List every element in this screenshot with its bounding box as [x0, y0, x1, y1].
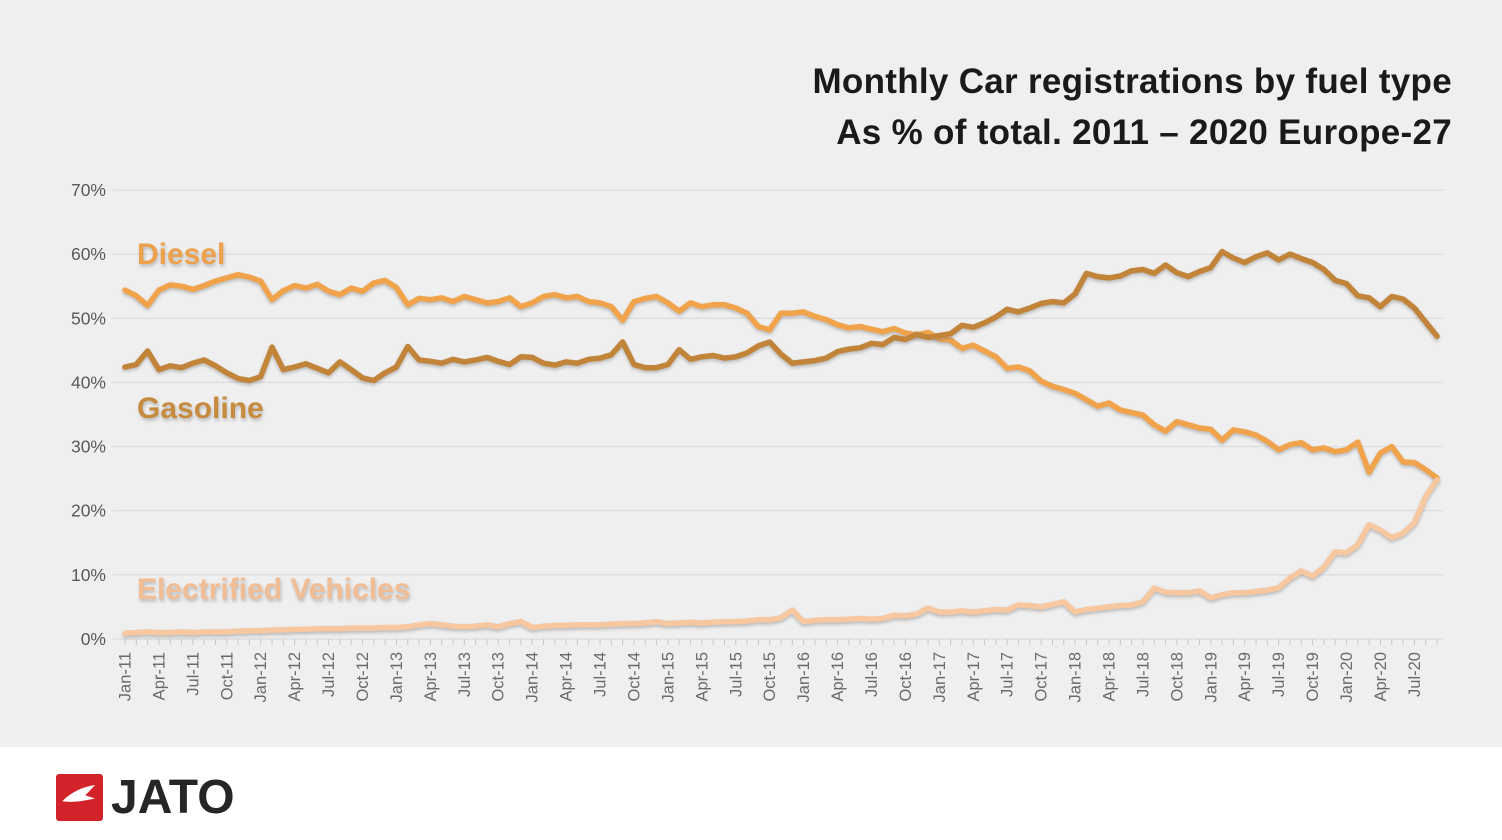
x-axis-tick-label: Jan-16	[795, 652, 813, 702]
x-axis-tick-label: Jan-12	[252, 652, 270, 702]
x-axis-tick-label: Jul-16	[863, 652, 881, 697]
diesel-series-label: Diesel	[137, 238, 226, 271]
x-axis-tick-label: Oct-13	[490, 652, 508, 702]
y-axis-tick-label: 0%	[81, 629, 106, 649]
electrified-vehicles-line	[122, 477, 1440, 636]
x-axis-tick-label: Jul-14	[592, 652, 610, 697]
x-axis-tick-label: Oct-11	[218, 652, 236, 700]
x-axis-tick-label: Apr-12	[286, 652, 304, 702]
x-axis-tick-label: Apr-18	[1101, 652, 1119, 702]
x-axis-tick-label: Jan-15	[659, 652, 677, 702]
x-axis-tick-label: Apr-13	[422, 652, 440, 702]
x-axis-tick-label: Jan-17	[931, 652, 949, 702]
x-axis-tick-label: Apr-19	[1236, 652, 1254, 702]
fuel-share-line-chart: 0% 10% 20% 30% 40% 50% 60% 70% Jan-11 Apr-11 Jul-1…	[71, 180, 1443, 702]
x-axis-tick-label: Oct-19	[1304, 652, 1322, 702]
x-axis-tick-label: Jul-15	[727, 652, 745, 697]
x-axis-tick-label: Apr-15	[693, 652, 711, 702]
electrified-vehicles-series-label: Electrified Vehicles	[137, 573, 411, 606]
chart-title: Monthly Car registrations by fuel type A…	[352, 56, 1452, 159]
y-axis-tick-label: 10%	[71, 565, 106, 585]
x-axis-tick-label: Jan-20	[1338, 652, 1356, 702]
x-axis-tick-label: Oct-18	[1168, 652, 1186, 702]
x-axis-tick-label: Jul-13	[456, 652, 474, 697]
y-axis-tick-label: 20%	[71, 501, 106, 521]
x-axis-tick-label: Jan-18	[1067, 652, 1085, 702]
x-axis-tick-label: Jan-11	[117, 652, 135, 701]
x-axis-tick-label: Oct-17	[1033, 652, 1051, 702]
y-axis-tick-label: 40%	[71, 372, 106, 392]
y-axis-tick-label: 70%	[71, 180, 106, 200]
gasoline-series-label: Gasoline	[137, 392, 264, 425]
y-axis-tick-label: 50%	[71, 308, 106, 328]
x-axis-tick-label: Jul-18	[1134, 652, 1152, 697]
jato-logo: JATO	[56, 770, 235, 825]
y-axis-tick-label: 30%	[71, 437, 106, 457]
x-axis-tick-label: Oct-14	[625, 652, 643, 702]
x-axis-tick-label: Oct-16	[897, 652, 915, 702]
chart-title-line1: Monthly Car registrations by fuel type	[812, 62, 1452, 101]
x-axis-tick-label: Oct-15	[761, 652, 779, 702]
y-axis-tick-label: 60%	[71, 244, 106, 264]
gasoline-line	[122, 248, 1440, 384]
x-axis-tick-label: Apr-20	[1372, 652, 1390, 702]
diesel-line	[122, 271, 1440, 481]
chart-title-line2: As % of total. 2011 – 2020 Europe-27	[836, 113, 1452, 153]
x-axis-tick-label: Apr-14	[558, 652, 576, 702]
jato-swoosh-icon	[56, 774, 103, 821]
x-axis-tick-label: Jul-19	[1270, 652, 1288, 697]
x-axis-tick-label: Jan-19	[1202, 652, 1220, 702]
x-axis-tick-label: Oct-12	[354, 652, 372, 702]
x-axis-tick-label: Apr-11	[150, 652, 168, 700]
x-axis-tick-label: Apr-16	[829, 652, 847, 702]
x-axis-tick-label: Jul-20	[1406, 652, 1424, 697]
x-axis-tick-label: Jul-12	[320, 652, 338, 697]
jato-logo-text: JATO	[111, 771, 235, 824]
x-axis-tick-label: Jan-14	[524, 652, 542, 702]
x-axis-tick-label: Apr-17	[965, 652, 983, 702]
x-axis-tick-label: Jul-17	[999, 652, 1017, 697]
x-axis-tick-label: Jan-13	[388, 652, 406, 702]
x-axis-tick-label: Jul-11	[184, 652, 202, 696]
